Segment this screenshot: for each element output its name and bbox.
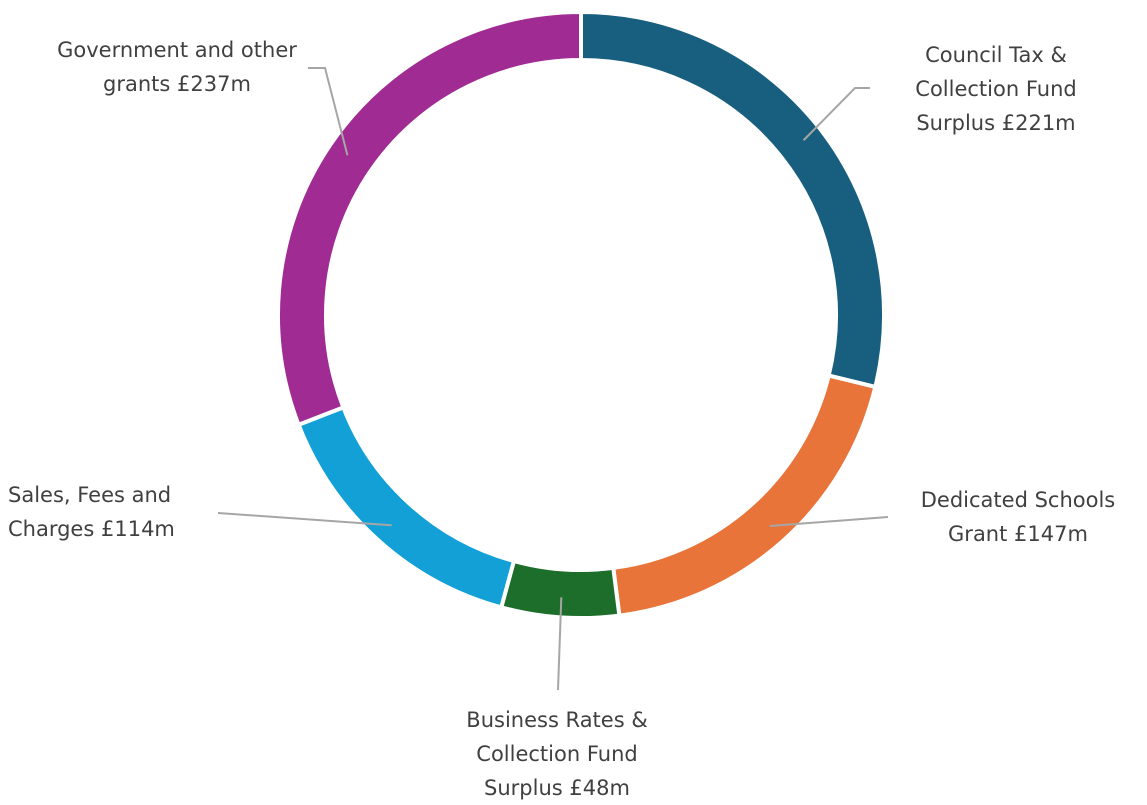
leader-line [769, 516, 889, 528]
leader-line [802, 87, 870, 141]
donut-slice [276, 9, 583, 428]
donut-slice [295, 404, 517, 610]
slice-label: Government and other grants £237m [52, 33, 302, 101]
donut-slice [611, 373, 878, 618]
donut-slice [579, 9, 886, 390]
value-label: £147m [1014, 522, 1088, 546]
value-label: £114m [100, 517, 175, 541]
leader-line [557, 597, 563, 691]
category-label: Government and other grants [57, 38, 297, 96]
category-label: Sales, Fees and Charges [8, 483, 172, 541]
value-label: £237m [177, 72, 251, 96]
slice-label: Dedicated Schools Grant £147m [890, 483, 1146, 551]
value-label: £221m [1001, 111, 1076, 135]
category-label: Dedicated Schools Grant [920, 488, 1116, 546]
slice-label: Business Rates & Collection Fund Surplus… [437, 703, 677, 805]
leader-line [308, 67, 349, 156]
slice-label: Council Tax & Collection Fund Surplus £2… [878, 38, 1114, 140]
slice-label: Sales, Fees and Charges £114m [8, 478, 223, 546]
leader-line [217, 512, 392, 527]
category-label: Business Rates & Collection Fund Surplus [466, 708, 648, 800]
value-label: £48m [569, 776, 630, 800]
category-label: Council Tax & Collection Fund Surplus [915, 43, 1077, 135]
